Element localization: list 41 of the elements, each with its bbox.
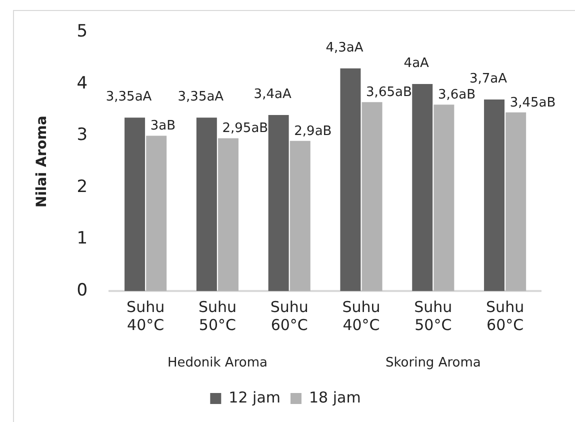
bar [506,112,526,291]
x-tick-label: Suhu 40°C [342,298,380,334]
x-tick-label: Suhu 60°C [486,298,524,334]
data-label: 4aA [404,56,430,71]
bar [484,99,505,291]
y-tick-label: 5 [76,22,88,42]
y-axis-title: Nilai Aroma [34,116,50,208]
bar [268,115,289,291]
bar [434,104,454,291]
data-label: 2,9aB [294,124,332,139]
y-tick-label: 2 [76,176,88,197]
data-label: 3aB [150,118,176,134]
x-tick-label: Suhu 40°C [126,298,165,334]
data-label: 4,3aA [326,40,364,56]
bar [218,138,238,291]
data-label: 3,45aB [510,95,556,110]
y-tick-label: 0 [76,280,88,300]
bar [146,136,167,291]
x-tick-label: Suhu 50°C [414,298,452,334]
text: Hedonik Aroma [167,355,268,370]
bar [340,68,361,291]
bar [124,118,146,291]
y-tick-label: 1 [76,228,88,249]
data-label: 3,6aB [438,88,476,103]
legend-label: 18 jam [309,388,361,406]
legend-label: 12 jam [228,388,280,406]
bar [362,102,382,291]
x-tick-label: Suhu 60°C [270,298,308,334]
bar [290,140,310,291]
bar [196,118,217,291]
text: Skoring Aroma [385,355,481,370]
data-label: 3,7aA [469,71,508,86]
data-label: 2,95aB [222,121,268,136]
data-label: 3,65aB [366,84,412,100]
data-label: 3,35aA [106,89,152,104]
bar [412,84,433,291]
data-label: 3,35aA [178,89,224,104]
x-tick-label: Suhu 50°C [198,298,236,334]
data-label: 3,4aA [254,86,292,102]
y-tick-label: 4 [76,73,88,94]
y-tick-label: 3 [76,125,88,146]
